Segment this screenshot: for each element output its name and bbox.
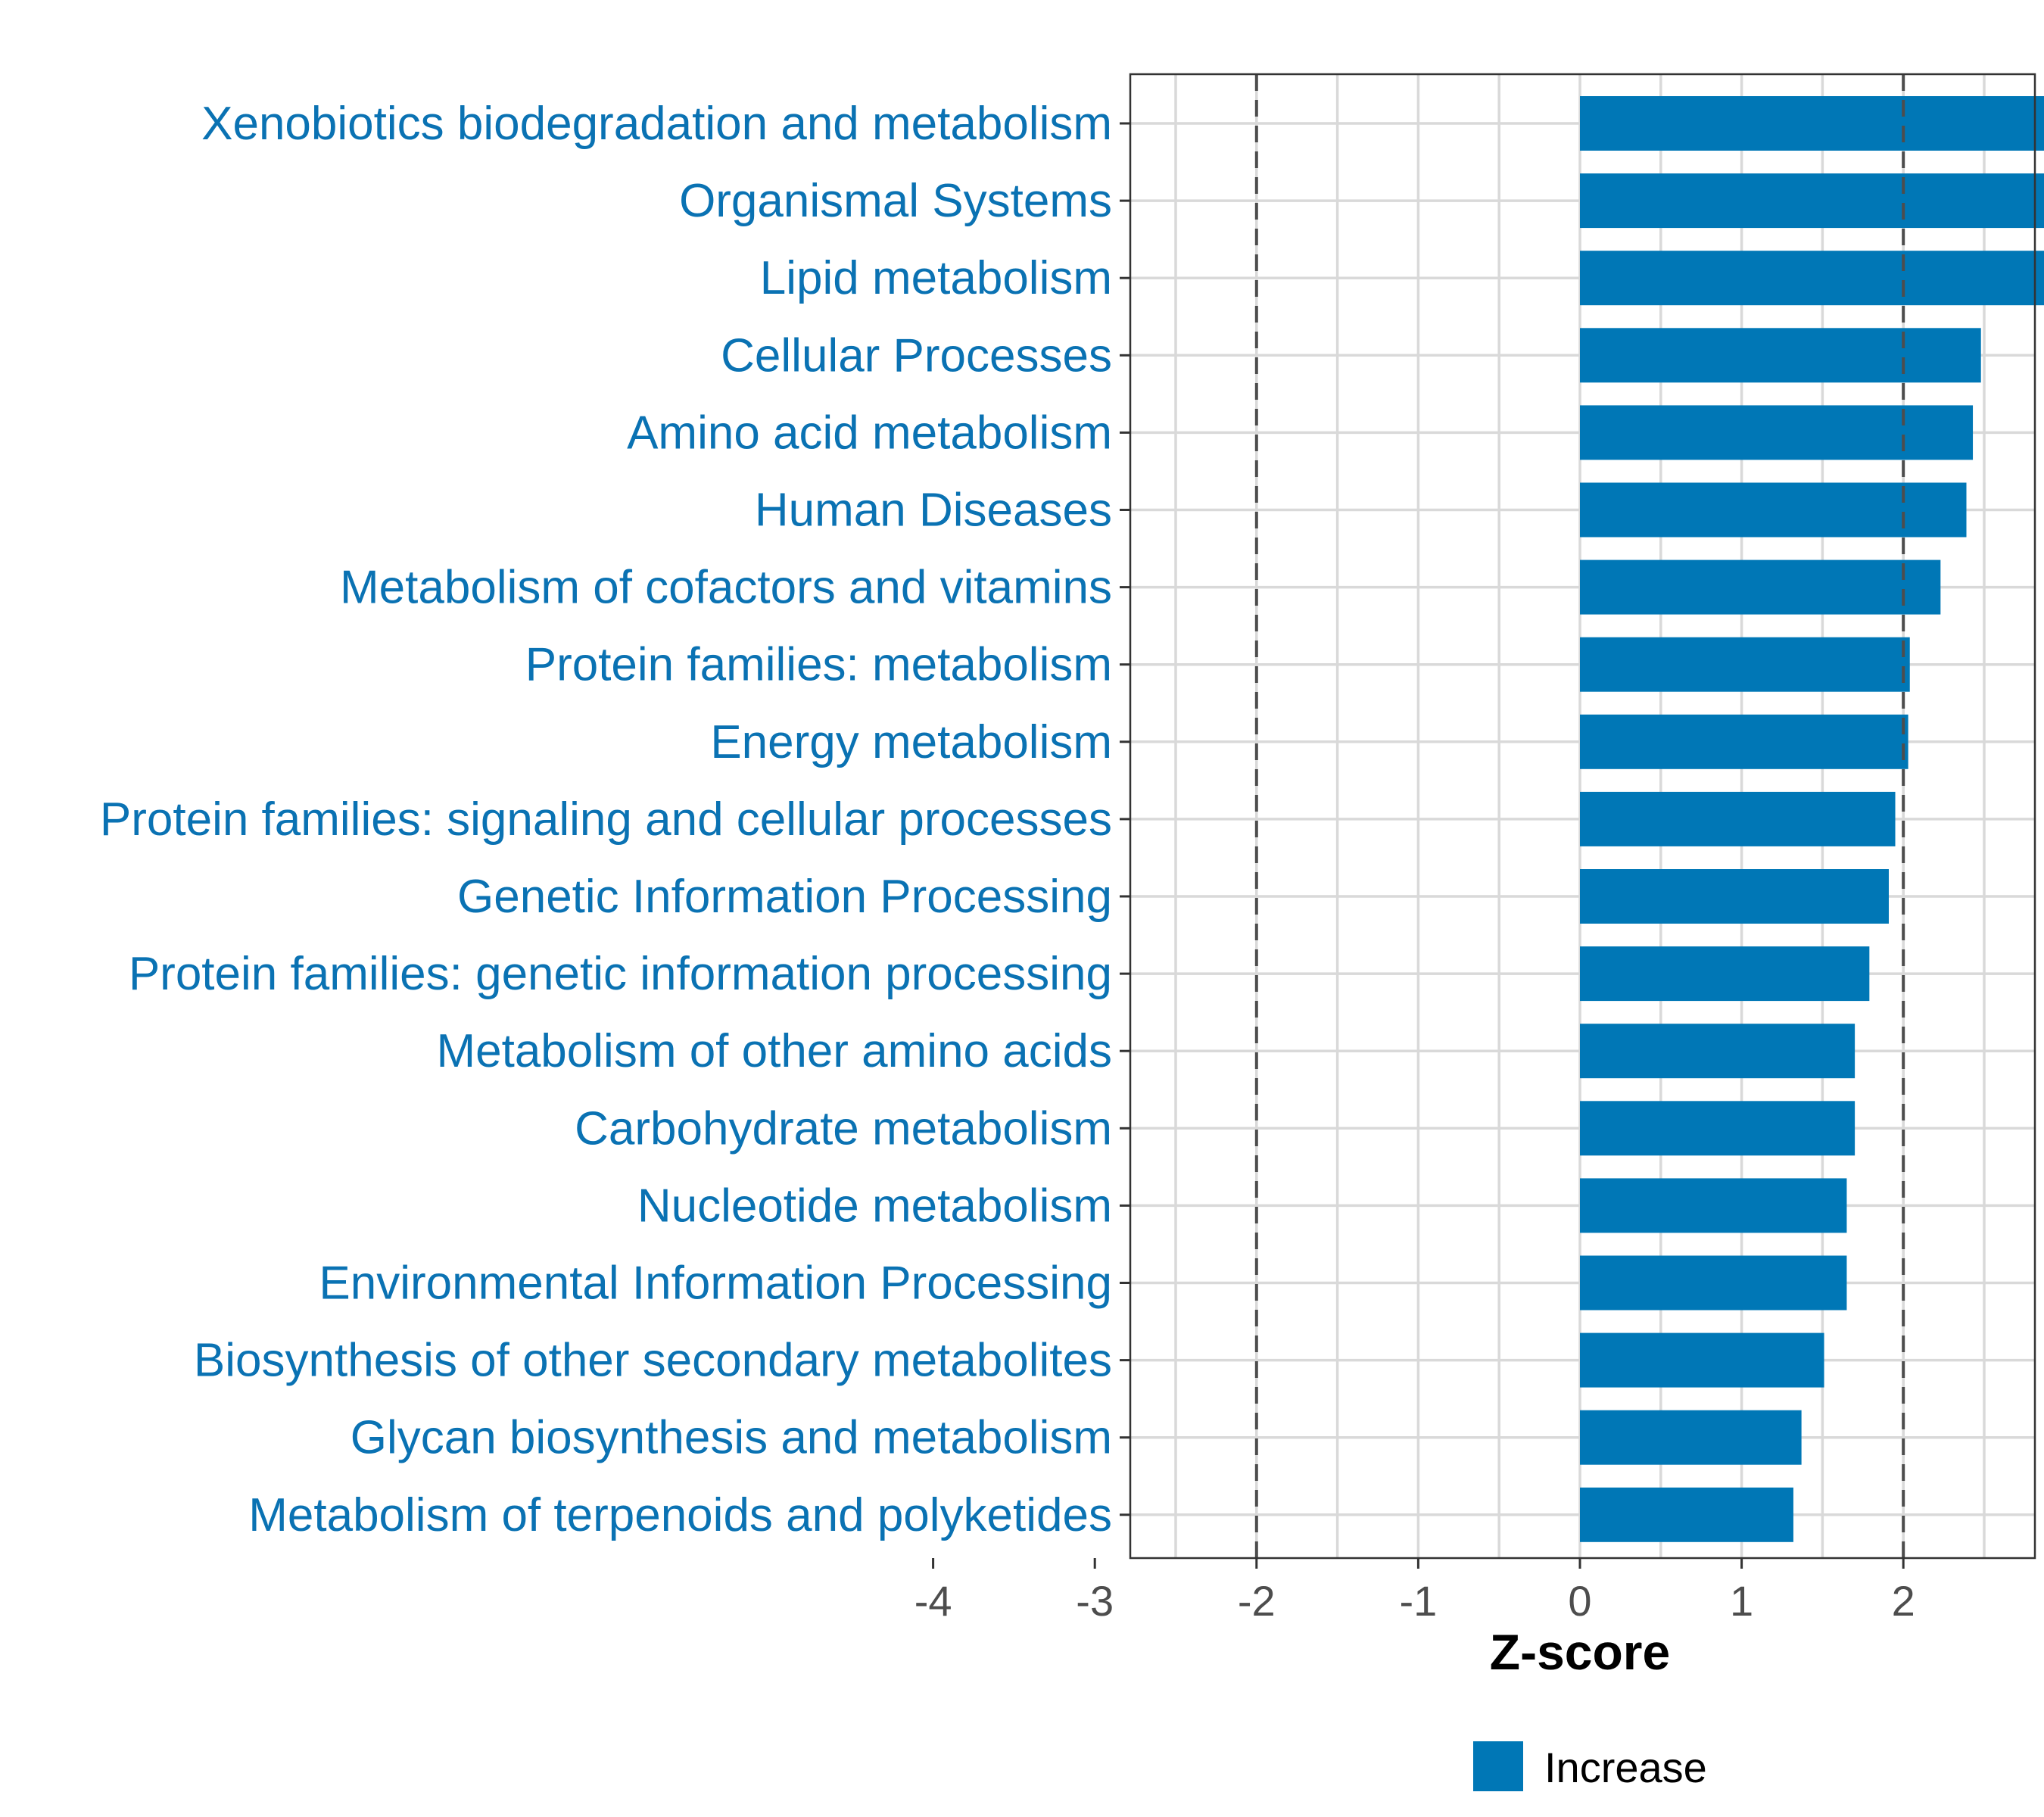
category-label: Amino acid metabolism — [627, 407, 1112, 459]
bar — [1580, 173, 2044, 229]
y-axis-labels: Xenobiotics biodegradation and metabolis… — [100, 98, 1112, 1541]
bar — [1580, 1255, 1847, 1311]
bar — [1580, 251, 2044, 306]
bar — [1580, 1101, 1855, 1156]
x-axis-title: Z-score — [1490, 1624, 1670, 1680]
x-tick-label: 1 — [1730, 1577, 1753, 1625]
x-axis-ticks — [932, 1558, 1905, 1569]
x-axis-labels: -4-3-2-101234 — [915, 1577, 1915, 1625]
x-tick-label: 0 — [1568, 1577, 1591, 1625]
category-label: Glycan biosynthesis and metabolism — [351, 1412, 1112, 1464]
category-label: Metabolism of cofactors and vitamins — [340, 562, 1112, 614]
bar — [1580, 637, 1910, 692]
bar — [1580, 714, 1908, 769]
bar — [1580, 1487, 1793, 1542]
category-label: Human Diseases — [755, 485, 1112, 537]
x-tick-label: -1 — [1400, 1577, 1438, 1625]
category-label: Organismal Systems — [679, 175, 1112, 227]
bar — [1580, 1178, 1847, 1233]
x-tick-label: -4 — [915, 1577, 952, 1625]
category-label: Energy metabolism — [710, 716, 1112, 768]
y-axis-ticks — [1120, 122, 1130, 1516]
bar — [1580, 328, 1981, 383]
category-label: Nucleotide metabolism — [637, 1180, 1112, 1232]
plot-panel-border — [1129, 73, 2036, 1560]
x-tick-label: -2 — [1238, 1577, 1276, 1625]
bar — [1580, 791, 1896, 846]
category-label: Metabolism of other amino acids — [436, 1025, 1112, 1077]
category-label: Protein families: signaling and cellular… — [100, 793, 1112, 846]
category-label: Cellular Processes — [721, 329, 1112, 382]
category-label: Lipid metabolism — [760, 252, 1112, 304]
bar — [1580, 559, 1941, 615]
x-tick-label: 2 — [1892, 1577, 1915, 1625]
threshold-lines — [1254, 74, 1905, 1558]
category-label: Environmental Information Processing — [319, 1258, 1112, 1310]
legend-swatch-increase — [1473, 1741, 1523, 1791]
bar — [1580, 1410, 1802, 1465]
category-label: Metabolism of terpenoids and polyketides — [248, 1489, 1112, 1541]
category-label: Biosynthesis of other secondary metaboli… — [194, 1335, 1112, 1387]
category-label: Xenobiotics biodegradation and metabolis… — [201, 98, 1112, 150]
category-label: Carbohydrate metabolism — [575, 1102, 1112, 1155]
x-tick-label: -3 — [1076, 1577, 1114, 1625]
bar — [1580, 405, 1974, 460]
bar — [1580, 96, 2044, 151]
bar — [1580, 1024, 1855, 1079]
category-label: Protein families: genetic information pr… — [129, 948, 1112, 1000]
bar — [1580, 946, 1870, 1002]
bar — [1580, 869, 1889, 924]
bar — [1580, 1332, 1824, 1388]
bars — [1580, 96, 2044, 1542]
category-label: Genetic Information Processing — [457, 871, 1112, 923]
bar — [1580, 482, 1967, 538]
legend-label-increase: Increase — [1544, 1744, 1707, 1791]
legend: Increase — [1473, 1741, 1707, 1791]
category-label: Protein families: metabolism — [525, 639, 1112, 691]
